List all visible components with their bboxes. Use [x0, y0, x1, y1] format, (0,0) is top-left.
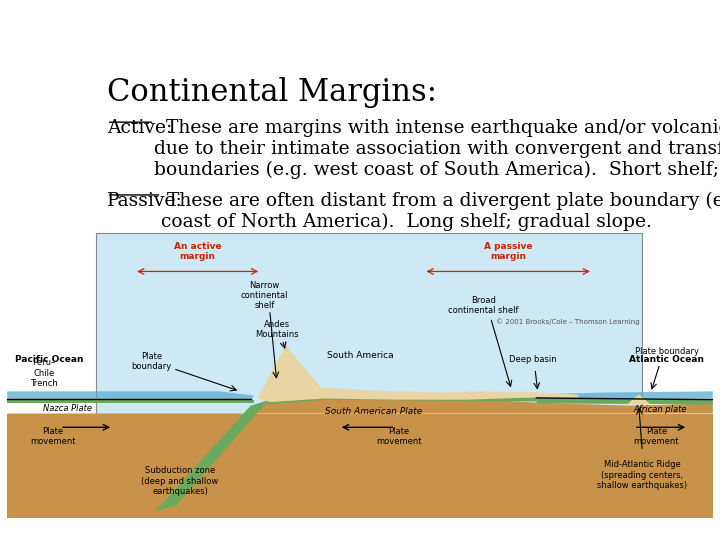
Text: Plate
movement: Plate movement — [634, 427, 679, 446]
Text: Andes
Mountains: Andes Mountains — [255, 320, 299, 339]
Polygon shape — [536, 392, 713, 400]
Text: Recall that convection currents of mantle are the primary
force that drives plat: Recall that convection currents of mantl… — [118, 431, 690, 470]
Text: Atlantic Ocean: Atlantic Ocean — [629, 355, 704, 364]
Text: Subduction zone
(deep and shallow
earthquakes): Subduction zone (deep and shallow earthq… — [141, 467, 219, 496]
Polygon shape — [7, 395, 713, 508]
Text: Narrow
continental
shelf: Narrow continental shelf — [241, 280, 289, 310]
Text: Pacific Ocean: Pacific Ocean — [15, 355, 84, 364]
Text: Passive:: Passive: — [107, 192, 182, 210]
Text: African plate: African plate — [633, 405, 687, 414]
Text: Plate
movement: Plate movement — [376, 427, 421, 446]
Polygon shape — [626, 394, 651, 404]
Polygon shape — [7, 400, 254, 403]
Text: Plate boundary: Plate boundary — [635, 347, 699, 356]
Polygon shape — [7, 392, 254, 400]
Text: Broad
continental shelf: Broad continental shelf — [449, 296, 518, 315]
Text: These are often distant from a divergent plate boundary (e.g. east
coast of Nort: These are often distant from a divergent… — [161, 192, 720, 231]
Text: Continental Margins:: Continental Margins: — [107, 77, 437, 109]
Text: South American Plate: South American Plate — [325, 407, 423, 416]
Text: A passive
margin: A passive margin — [484, 242, 532, 261]
Polygon shape — [254, 395, 536, 406]
Text: Peru–
Chile
Trench: Peru– Chile Trench — [30, 359, 58, 388]
Polygon shape — [7, 414, 713, 518]
Polygon shape — [156, 400, 269, 511]
Text: Nazca Plate: Nazca Plate — [42, 404, 91, 413]
Text: Plate
boundary: Plate boundary — [132, 352, 172, 371]
Text: Mid-Atlantic Ridge
(spreading centers,
shallow earthquakes): Mid-Atlantic Ridge (spreading centers, s… — [597, 460, 688, 490]
Polygon shape — [258, 346, 536, 402]
Text: South America: South America — [327, 351, 393, 360]
Text: Plate
movement: Plate movement — [30, 427, 76, 446]
Polygon shape — [516, 392, 579, 399]
Text: These are margins with intense earthquake and/or volcanic activity
due to their : These are margins with intense earthquak… — [154, 119, 720, 179]
Text: Active:: Active: — [107, 119, 172, 137]
Text: © 2001 Brooks/Cole – Thomson Learning: © 2001 Brooks/Cole – Thomson Learning — [496, 318, 639, 325]
Polygon shape — [536, 399, 713, 404]
FancyBboxPatch shape — [96, 233, 642, 464]
Text: Deep basin: Deep basin — [509, 355, 557, 364]
Text: An active
margin: An active margin — [174, 242, 222, 261]
